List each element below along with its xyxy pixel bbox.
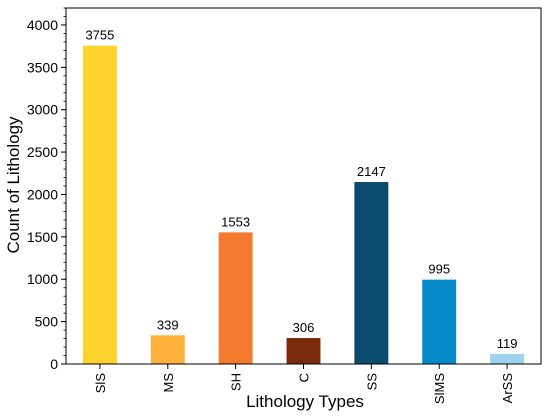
data-label: 339 xyxy=(157,317,179,332)
y-tick-label: 500 xyxy=(35,314,59,330)
x-tick-label: MS xyxy=(161,373,176,393)
bar xyxy=(82,45,117,364)
data-label: 995 xyxy=(428,262,450,277)
y-axis-label: Count of Lithology xyxy=(4,116,23,254)
x-tick-label: ArSS xyxy=(500,373,515,404)
bar xyxy=(286,338,321,364)
x-axis-label: Lithology Types xyxy=(246,392,364,411)
bar xyxy=(490,353,525,364)
bar xyxy=(354,182,389,364)
y-tick-label: 2500 xyxy=(27,144,58,160)
x-tick-label: SlS xyxy=(93,373,108,394)
data-label: 119 xyxy=(497,336,518,351)
plot-frame xyxy=(65,7,542,365)
y-tick-label: 0 xyxy=(50,356,58,372)
data-label: 1553 xyxy=(221,214,250,229)
x-tick-label: SS xyxy=(364,373,379,391)
plot-area: 0 500 1000 1500 2000 2500 3000 3500 4000 3755 SlS 3… xyxy=(27,7,542,404)
x-tick-label: SH xyxy=(229,373,244,391)
data-label: 306 xyxy=(293,320,315,335)
y-tick-label: 1000 xyxy=(27,271,58,287)
data-label: 2147 xyxy=(357,164,386,179)
bar xyxy=(150,335,185,364)
x-tick-label: C xyxy=(297,373,312,382)
y-tick-label: 3000 xyxy=(27,102,58,118)
y-tick-label: 3500 xyxy=(27,59,58,75)
y-tick-label: 4000 xyxy=(27,17,58,33)
y-tick-label: 1500 xyxy=(27,229,58,245)
x-tick-label: SlMS xyxy=(432,373,447,404)
y-tick-label: 2000 xyxy=(27,186,58,202)
bar xyxy=(422,279,457,364)
data-label: 3755 xyxy=(85,28,114,43)
bar xyxy=(218,232,253,364)
